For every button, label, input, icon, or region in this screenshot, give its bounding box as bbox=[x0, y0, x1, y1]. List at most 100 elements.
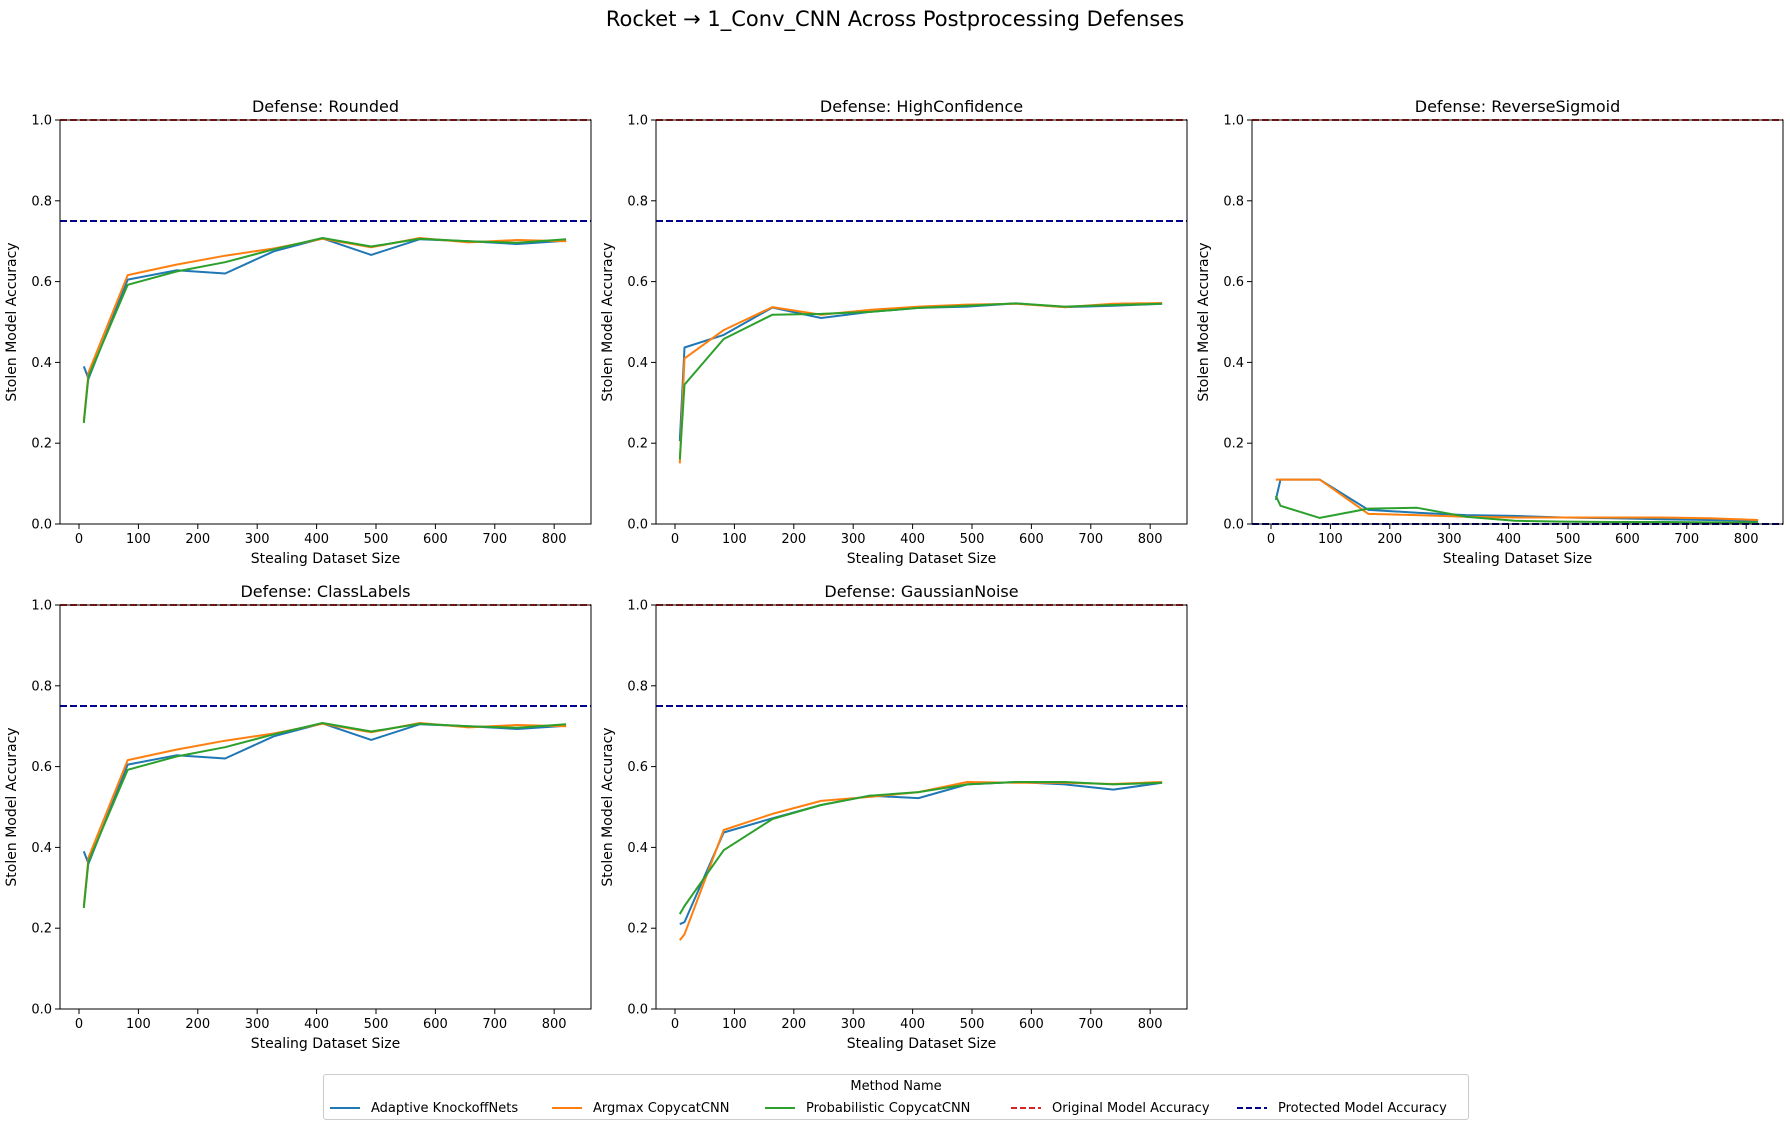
legend-label: Probabilistic CopycatCNN bbox=[806, 1100, 971, 1116]
x-tick-label: 800 bbox=[542, 532, 567, 547]
legend-label: Argmax CopycatCNN bbox=[593, 1100, 730, 1116]
legend-label: Original Model Accuracy bbox=[1052, 1100, 1210, 1116]
x-tick-label: 400 bbox=[900, 532, 925, 547]
legend-label: Adaptive KnockoffNets bbox=[371, 1100, 519, 1116]
y-tick-label: 0.2 bbox=[627, 437, 648, 452]
y-tick-label: 0.2 bbox=[627, 922, 648, 937]
subplot-title: Defense: Rounded bbox=[252, 97, 399, 116]
plot-frame bbox=[655, 604, 1188, 1010]
x-tick-label: 500 bbox=[960, 532, 985, 547]
subplot-title: Defense: ClassLabels bbox=[240, 582, 410, 601]
series-line-argmax-copycatcnn bbox=[82, 722, 567, 907]
x-tick-label: 500 bbox=[364, 1017, 389, 1032]
x-tick-label: 400 bbox=[1496, 532, 1521, 547]
x-tick-label: 600 bbox=[1615, 532, 1640, 547]
y-axis-label: Stolen Model Accuracy bbox=[600, 727, 616, 886]
x-tick-label: 200 bbox=[1377, 532, 1402, 547]
plot-frame bbox=[1251, 119, 1784, 525]
x-tick-label: 800 bbox=[1138, 1017, 1163, 1032]
series-line-probabilistic-copycatcnn bbox=[82, 237, 567, 424]
x-tick-label: 700 bbox=[1078, 1017, 1103, 1032]
y-tick-label: 0.0 bbox=[31, 518, 52, 533]
y-tick-label: 1.0 bbox=[627, 599, 648, 614]
x-tick-label: 200 bbox=[185, 1017, 210, 1032]
series-line-probabilistic-copycatcnn bbox=[678, 302, 1163, 460]
x-tick-label: 800 bbox=[1138, 532, 1163, 547]
x-tick-label: 300 bbox=[245, 1017, 270, 1032]
y-axis-label: Stolen Model Accuracy bbox=[4, 242, 20, 401]
y-axis-label: Stolen Model Accuracy bbox=[4, 727, 20, 886]
series-line-argmax-copycatcnn bbox=[1275, 478, 1759, 521]
legend-swatch-dashed-line bbox=[1237, 1107, 1267, 1109]
y-tick-label: 0.8 bbox=[1223, 194, 1244, 209]
legend-swatch-solid-line bbox=[330, 1107, 360, 1109]
series-line-adaptive-knockoffnets bbox=[82, 237, 567, 380]
x-tick-label: 700 bbox=[1078, 532, 1103, 547]
x-tick-label: 500 bbox=[364, 532, 389, 547]
y-tick-label: 0.2 bbox=[31, 437, 52, 452]
x-tick-label: 200 bbox=[781, 1017, 806, 1032]
plot-frame bbox=[59, 119, 592, 525]
x-tick-label: 0 bbox=[1267, 532, 1275, 547]
y-tick-label: 0.4 bbox=[627, 356, 648, 371]
series-line-adaptive-knockoffnets bbox=[679, 781, 1163, 926]
subplot-defense-rounded: Defense: Rounded 0 100 200 300 400 500 600 700 80… bbox=[4, 97, 592, 567]
subplot-defense-classlabels: Defense: ClassLabels 0 100 200 300 400 500 600 7… bbox=[4, 582, 592, 1052]
y-tick-label: 0.6 bbox=[31, 760, 52, 775]
x-tick-label: 100 bbox=[722, 532, 747, 547]
x-tick-label: 0 bbox=[671, 1017, 679, 1032]
legend-swatch-solid-line bbox=[765, 1107, 795, 1109]
y-tick-label: 0.8 bbox=[31, 679, 52, 694]
x-tick-label: 300 bbox=[841, 532, 866, 547]
y-tick-label: 0.4 bbox=[1223, 356, 1244, 371]
plot-area bbox=[678, 781, 1163, 941]
x-tick-label: 600 bbox=[423, 1017, 448, 1032]
legend-item-probabilistic-copycatcnn: Probabilistic CopycatCNN bbox=[764, 1099, 970, 1117]
y-tick-label: 0.0 bbox=[1223, 518, 1244, 533]
x-tick-label: 300 bbox=[841, 1017, 866, 1032]
legend-item-original-model-accuracy: Original Model Accuracy bbox=[1010, 1099, 1210, 1117]
x-tick-label: 0 bbox=[671, 532, 679, 547]
y-axis-label: Stolen Model Accuracy bbox=[1196, 242, 1212, 401]
y-tick-label: 0.6 bbox=[1223, 275, 1244, 290]
y-tick-label: 0.8 bbox=[627, 679, 648, 694]
y-tick-label: 0.4 bbox=[627, 841, 648, 856]
y-tick-label: 1.0 bbox=[627, 114, 648, 129]
subplot-title: Defense: HighConfidence bbox=[820, 97, 1023, 116]
subplot-defense-gaussiannoise: Defense: GaussianNoise 0 100 200 300 400 500 60… bbox=[600, 582, 1188, 1052]
y-tick-label: 0.6 bbox=[627, 275, 648, 290]
x-tick-label: 400 bbox=[900, 1017, 925, 1032]
x-tick-label: 700 bbox=[482, 1017, 507, 1032]
y-tick-label: 0.0 bbox=[627, 518, 648, 533]
y-tick-label: 1.0 bbox=[1223, 114, 1244, 129]
legend-title: Method Name bbox=[850, 1079, 942, 1094]
series-line-probabilistic-copycatcnn bbox=[1274, 495, 1759, 524]
x-axis-label: Stealing Dataset Size bbox=[847, 551, 997, 567]
x-tick-label: 800 bbox=[542, 1017, 567, 1032]
x-tick-label: 200 bbox=[185, 532, 210, 547]
x-axis-label: Stealing Dataset Size bbox=[847, 1036, 997, 1052]
series-line-adaptive-knockoffnets bbox=[82, 722, 567, 865]
x-tick-label: 200 bbox=[781, 532, 806, 547]
x-tick-label: 0 bbox=[75, 1017, 83, 1032]
legend: Method Name Adaptive KnockoffNets Argmax… bbox=[323, 1074, 1469, 1120]
x-tick-label: 800 bbox=[1734, 532, 1759, 547]
series-line-probabilistic-copycatcnn bbox=[678, 781, 1163, 915]
legend-item-adaptive-knockoffnets: Adaptive KnockoffNets bbox=[329, 1099, 518, 1117]
subplot-defense-reversesigmoid: Defense: ReverseSigmoid 0 100 200 300 400 500 6… bbox=[1196, 97, 1784, 567]
y-tick-label: 0.2 bbox=[1223, 437, 1244, 452]
series-line-probabilistic-copycatcnn bbox=[82, 722, 567, 909]
y-tick-label: 0.6 bbox=[31, 275, 52, 290]
subplot-defense-highconfidence: Defense: HighConfidence 0 100 200 300 400 500 6… bbox=[600, 97, 1188, 567]
legend-items: Adaptive KnockoffNets Argmax CopycatCNN … bbox=[324, 1099, 1468, 1117]
x-axis-label: Stealing Dataset Size bbox=[251, 1036, 401, 1052]
y-axis-label: Stolen Model Accuracy bbox=[600, 242, 616, 401]
y-tick-label: 0.6 bbox=[627, 760, 648, 775]
y-tick-label: 0.0 bbox=[627, 1003, 648, 1018]
legend-swatch-solid-line bbox=[552, 1107, 582, 1109]
x-tick-label: 500 bbox=[960, 1017, 985, 1032]
plot-frame bbox=[655, 119, 1188, 525]
x-tick-label: 600 bbox=[1019, 532, 1044, 547]
x-tick-label: 300 bbox=[245, 532, 270, 547]
subplot-grid: Defense: Rounded 0 100 200 300 400 500 600 700 80… bbox=[4, 97, 1784, 1052]
